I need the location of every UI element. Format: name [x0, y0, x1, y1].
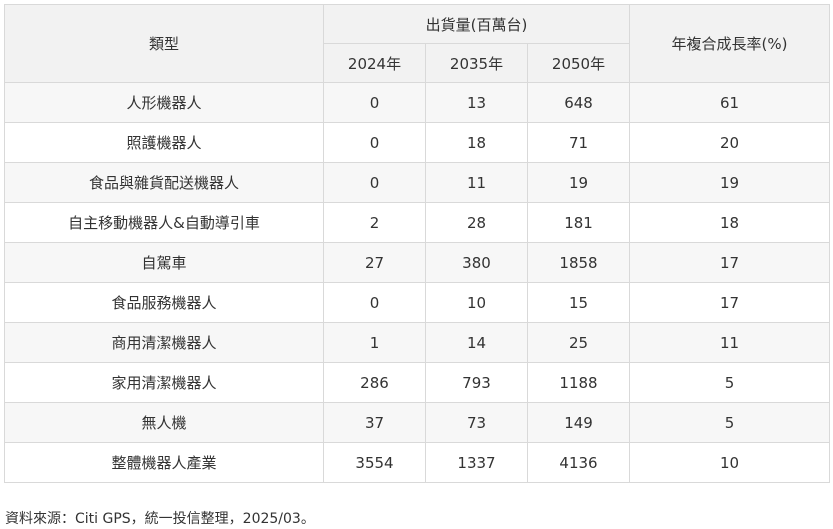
cell-cagr: 5	[629, 362, 831, 403]
header-year-2024: 2024年	[323, 43, 426, 83]
cell-type: 家用清潔機器人	[4, 362, 324, 403]
cell-2024: 0	[323, 122, 426, 163]
table-body: 人形機器人 0 13 648 61 照護機器人 0 18 71 20 食品與雜貨…	[4, 82, 831, 483]
cell-type: 商用清潔機器人	[4, 322, 324, 363]
table-row: 人形機器人 0 13 648 61	[4, 82, 831, 123]
cell-2024: 0	[323, 82, 426, 123]
cell-type: 自主移動機器人&自動導引車	[4, 202, 324, 243]
cell-cagr: 19	[629, 162, 831, 203]
cell-cagr: 18	[629, 202, 831, 243]
cell-2035: 380	[425, 242, 528, 283]
cell-2024: 3554	[323, 442, 426, 483]
cell-2035: 10	[425, 282, 528, 323]
header-year-2035: 2035年	[425, 43, 528, 83]
table-row: 商用清潔機器人 1 14 25 11	[4, 322, 831, 363]
cell-type: 人形機器人	[4, 82, 324, 123]
header-row-years: 2024年 2035年 2050年	[5, 43, 830, 83]
cell-cagr: 5	[629, 402, 831, 443]
table-row: 家用清潔機器人 286 793 1188 5	[4, 362, 831, 403]
table-row: 自主移動機器人&自動導引車 2 28 181 18	[4, 202, 831, 243]
table-row: 照護機器人 0 18 71 20	[4, 122, 831, 163]
cell-type: 照護機器人	[4, 122, 324, 163]
cell-type: 食品服務機器人	[4, 282, 324, 323]
table-row: 自駕車 27 380 1858 17	[4, 242, 831, 283]
cell-2035: 793	[425, 362, 528, 403]
cell-2050: 25	[526, 322, 631, 363]
cell-2050: 19	[526, 162, 631, 203]
shipments-table: 類型 出貨量(百萬台) 年複合成長率(%) 2024年 2035年 2050年 …	[4, 4, 831, 483]
header-cagr: 年複合成長率(%)	[629, 4, 831, 83]
header-row-top: 類型 出貨量(百萬台) 年複合成長率(%)	[4, 4, 831, 83]
cell-2035: 28	[425, 202, 528, 243]
cell-cagr: 20	[629, 122, 831, 163]
cell-2050: 181	[526, 202, 631, 243]
source-footnote: 資料來源：Citi GPS，統一投信整理，2025/03。	[5, 511, 315, 527]
cell-cagr: 61	[629, 82, 831, 123]
cell-2024: 286	[323, 362, 426, 403]
table-row: 食品服務機器人 0 10 15 17	[4, 282, 831, 323]
cell-type: 整體機器人產業	[4, 442, 324, 483]
cell-2050: 15	[526, 282, 631, 323]
cell-2024: 27	[323, 242, 426, 283]
cell-2035: 13	[425, 82, 528, 123]
cell-2050: 1858	[526, 242, 631, 283]
table-row: 整體機器人產業 3554 1337 4136 10	[4, 442, 831, 483]
header-shipments-group: 出貨量(百萬台)	[322, 4, 631, 44]
cell-2050: 4136	[526, 442, 631, 483]
cell-2035: 1337	[425, 442, 528, 483]
cell-2024: 2	[323, 202, 426, 243]
cell-type: 食品與雜貨配送機器人	[4, 162, 324, 203]
cell-2050: 149	[526, 402, 631, 443]
table-row: 食品與雜貨配送機器人 0 11 19 19	[4, 162, 831, 203]
cell-cagr: 11	[629, 322, 831, 363]
table-row: 無人機 37 73 149 5	[4, 402, 831, 443]
cell-2024: 0	[323, 162, 426, 203]
cell-2035: 18	[425, 122, 528, 163]
cell-cagr: 17	[629, 282, 831, 323]
cell-2024: 37	[323, 402, 426, 443]
table-header: 類型 出貨量(百萬台) 年複合成長率(%) 2024年 2035年 2050年	[4, 4, 831, 83]
cell-type: 自駕車	[4, 242, 324, 283]
cell-2050: 1188	[526, 362, 631, 403]
cell-cagr: 10	[629, 442, 831, 483]
cell-2035: 73	[425, 402, 528, 443]
cell-2024: 0	[323, 282, 426, 323]
cell-2024: 1	[323, 322, 426, 363]
cell-2035: 14	[425, 322, 528, 363]
cell-cagr: 17	[629, 242, 831, 283]
cell-type: 無人機	[4, 402, 324, 443]
header-year-2050: 2050年	[526, 43, 631, 83]
cell-2050: 71	[526, 122, 631, 163]
header-type: 類型	[4, 4, 324, 83]
cell-2050: 648	[526, 82, 631, 123]
cell-2035: 11	[425, 162, 528, 203]
